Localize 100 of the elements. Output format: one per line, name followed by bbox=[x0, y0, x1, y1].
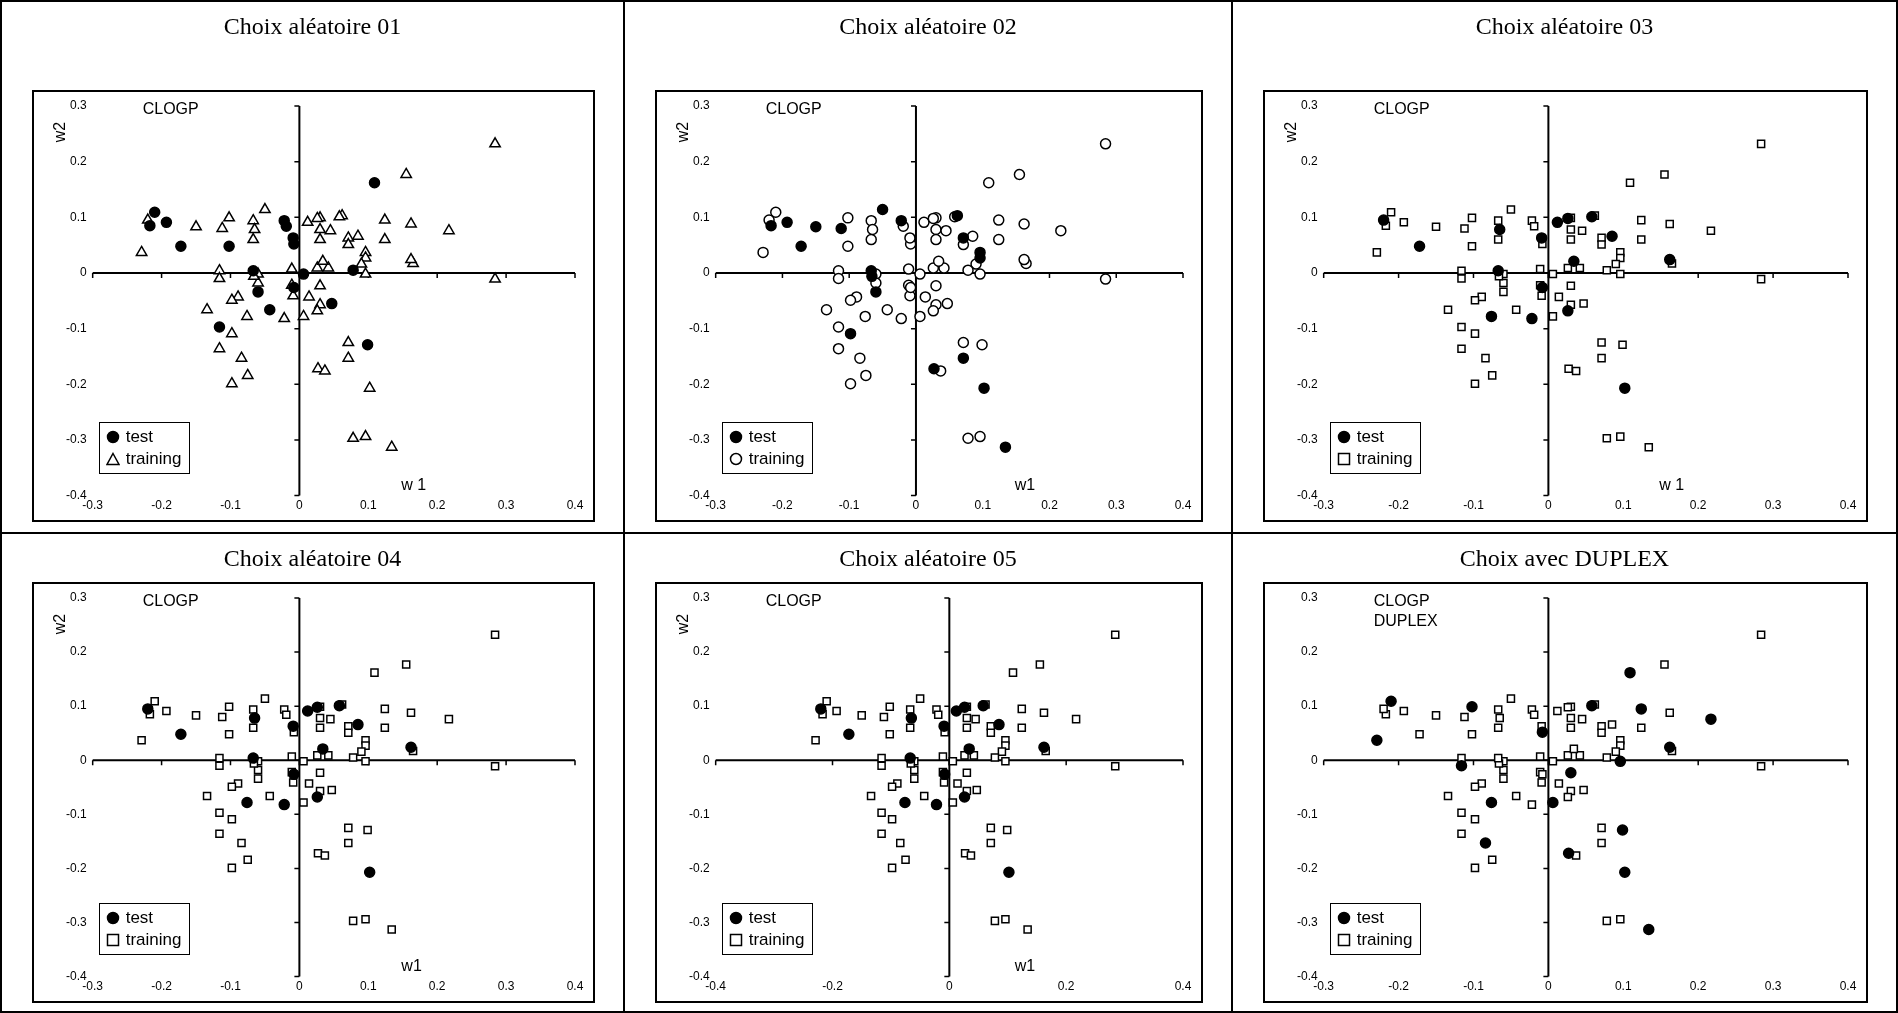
y-tick-label: -0.3 bbox=[688, 432, 710, 447]
y-tick-label: 0.2 bbox=[69, 644, 87, 659]
x-axis-title: w1 bbox=[400, 957, 422, 975]
annotation: CLOGP bbox=[1373, 592, 1430, 610]
y-tick-label: 0.3 bbox=[1300, 98, 1318, 113]
x-tick-label: -0.1 bbox=[1463, 498, 1485, 513]
x-tick-label: -0.2 bbox=[772, 498, 794, 513]
y-tick-label: -0.2 bbox=[65, 376, 87, 391]
x-tick-label: 0.3 bbox=[1107, 498, 1125, 513]
x-axis-title: w 1 bbox=[400, 476, 427, 494]
y-axis-title: w2 bbox=[674, 613, 692, 636]
y-tick-label: 0.3 bbox=[69, 590, 87, 605]
x-tick-label: 0.3 bbox=[1764, 498, 1782, 513]
legend-label: training bbox=[1356, 447, 1413, 470]
legend-label: training bbox=[1356, 928, 1413, 951]
legend-label: test bbox=[1356, 425, 1385, 448]
y-tick-label: 0.2 bbox=[1300, 153, 1318, 168]
x-tick-label: 0.2 bbox=[1041, 498, 1059, 513]
y-tick-label: 0 bbox=[1310, 752, 1318, 767]
chart-title: Choix aléatoire 03 bbox=[1474, 12, 1655, 41]
y-tick-label: -0.3 bbox=[65, 432, 87, 447]
x-tick-label: 0 bbox=[1545, 979, 1553, 994]
legend-label: training bbox=[748, 447, 805, 470]
chart-title: Choix aléatoire 05 bbox=[838, 544, 1018, 573]
x-tick-label: 0.3 bbox=[497, 498, 515, 513]
x-tick-label: 0.3 bbox=[497, 979, 515, 994]
y-tick-label: -0.4 bbox=[1296, 487, 1318, 502]
legend-label: test bbox=[748, 425, 777, 448]
y-tick-label: -0.2 bbox=[1296, 376, 1318, 391]
x-tick-label: -0.2 bbox=[151, 498, 173, 513]
x-tick-label: 0.4 bbox=[1839, 979, 1857, 994]
chart-title: Choix aléatoire 02 bbox=[838, 12, 1018, 41]
y-tick-label: 0.1 bbox=[1300, 209, 1318, 224]
annotation: CLOGP bbox=[142, 592, 199, 610]
y-axis-title: w2 bbox=[674, 121, 692, 144]
y-tick-label: 0.1 bbox=[1300, 698, 1318, 713]
x-tick-label: 0.4 bbox=[1174, 979, 1192, 994]
x-tick-label: -0.1 bbox=[220, 498, 242, 513]
y-tick-label: -0.4 bbox=[688, 487, 710, 502]
y-tick-label: 0.1 bbox=[692, 698, 710, 713]
x-tick-label: 0.1 bbox=[359, 979, 377, 994]
x-axis-title: w1 bbox=[1013, 476, 1036, 494]
y-tick-label: -0.2 bbox=[1296, 860, 1318, 875]
x-tick-label: 0 bbox=[1545, 498, 1553, 513]
legend-label: test bbox=[125, 906, 154, 929]
x-tick-label: -0.2 bbox=[822, 979, 844, 994]
y-tick-label: 0.3 bbox=[1300, 590, 1318, 605]
x-tick-label: 0.4 bbox=[566, 498, 584, 513]
y-tick-label: 0.1 bbox=[69, 698, 87, 713]
x-tick-label: 0.4 bbox=[1174, 498, 1192, 513]
y-tick-label: 0.2 bbox=[692, 153, 710, 168]
x-tick-label: 0 bbox=[912, 498, 920, 513]
annotation: CLOGP bbox=[765, 100, 822, 118]
y-tick-label: 0.3 bbox=[692, 590, 710, 605]
chart-title: Choix aléatoire 04 bbox=[222, 544, 403, 573]
legend-label: test bbox=[1356, 906, 1385, 929]
x-tick-label: 0.4 bbox=[566, 979, 584, 994]
y-tick-label: -0.1 bbox=[688, 806, 710, 821]
x-tick-label: 0.4 bbox=[1839, 498, 1857, 513]
annotation: CLOGP bbox=[1373, 100, 1430, 118]
x-tick-label: -0.1 bbox=[220, 979, 242, 994]
legend-label: test bbox=[125, 425, 154, 448]
x-tick-label: 0.1 bbox=[1614, 498, 1632, 513]
y-tick-label: -0.1 bbox=[65, 806, 87, 821]
y-tick-label: 0.2 bbox=[69, 153, 87, 168]
legend-label: test bbox=[748, 906, 777, 929]
y-tick-label: 0.3 bbox=[692, 98, 710, 113]
x-axis-title: w1 bbox=[1013, 957, 1036, 975]
y-tick-label: -0.4 bbox=[688, 968, 710, 983]
y-tick-label: -0.1 bbox=[65, 320, 87, 335]
y-tick-label: 0.2 bbox=[692, 644, 710, 659]
x-tick-label: 0 bbox=[296, 979, 304, 994]
legend-label: training bbox=[748, 928, 805, 951]
y-tick-label: -0.1 bbox=[1296, 320, 1318, 335]
y-tick-label: -0.3 bbox=[688, 914, 710, 929]
annotation: DUPLEX bbox=[1373, 612, 1439, 630]
y-tick-label: -0.2 bbox=[688, 376, 710, 391]
y-tick-label: 0 bbox=[1310, 265, 1318, 280]
y-tick-label: 0.3 bbox=[69, 98, 87, 113]
y-tick-label: 0.2 bbox=[1300, 644, 1318, 659]
chart-title: Choix aléatoire 01 bbox=[222, 12, 403, 41]
x-tick-label: 0.2 bbox=[428, 498, 446, 513]
x-tick-label: -0.2 bbox=[1388, 498, 1410, 513]
annotation: CLOGP bbox=[142, 100, 199, 118]
legend-label: training bbox=[125, 447, 182, 470]
x-tick-label: 0.2 bbox=[1689, 498, 1707, 513]
x-tick-label: 0.2 bbox=[1057, 979, 1075, 994]
x-tick-label: 0 bbox=[946, 979, 953, 994]
x-tick-label: 0.2 bbox=[1689, 979, 1707, 994]
y-tick-label: -0.1 bbox=[688, 320, 710, 335]
y-tick-label: 0.1 bbox=[69, 209, 87, 224]
y-tick-label: -0.2 bbox=[65, 860, 87, 875]
x-tick-label: 0.1 bbox=[974, 498, 992, 513]
x-tick-label: 0.3 bbox=[1764, 979, 1782, 994]
y-tick-label: -0.2 bbox=[688, 860, 710, 875]
y-tick-label: -0.1 bbox=[1296, 806, 1318, 821]
y-tick-label: 0 bbox=[702, 265, 710, 280]
y-tick-label: -0.3 bbox=[1296, 432, 1318, 447]
y-tick-label: 0.1 bbox=[692, 209, 710, 224]
y-tick-label: 0 bbox=[79, 752, 87, 767]
